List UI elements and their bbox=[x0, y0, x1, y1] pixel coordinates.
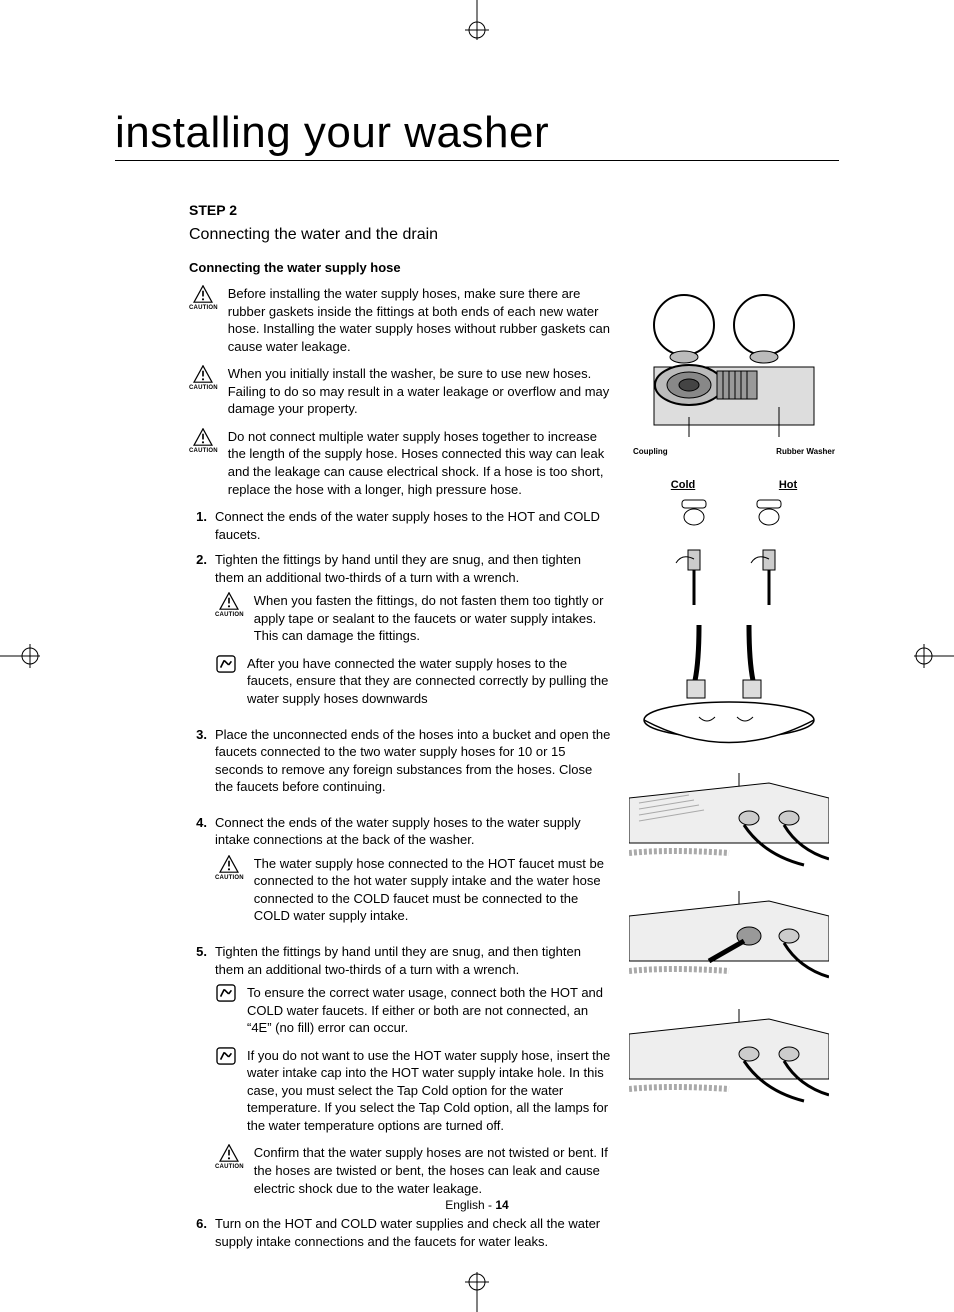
page-frame: installing your washer STEP 2 Connecting… bbox=[60, 60, 894, 1252]
caution-text: Before installing the water supply hoses… bbox=[228, 285, 611, 355]
note-icon bbox=[215, 1047, 237, 1065]
caution-text: Do not connect multiple water supply hos… bbox=[228, 428, 611, 498]
list-number: 2. bbox=[189, 551, 207, 569]
footer-page-number: 14 bbox=[495, 1198, 508, 1212]
crop-mark-left bbox=[0, 636, 40, 676]
hot-label: Hot bbox=[779, 478, 797, 493]
caution-block: CAUTION When you fasten the fittings, do… bbox=[215, 592, 611, 645]
list-item: 2. Tighten the fittings by hand until th… bbox=[189, 551, 611, 717]
list-item: 1. Connect the ends of the water supply … bbox=[189, 508, 611, 543]
list-number: 6. bbox=[189, 1215, 207, 1233]
step-label: STEP 2 bbox=[189, 201, 839, 220]
page-title: installing your washer bbox=[115, 108, 839, 161]
section-head: Connecting the water supply hose bbox=[189, 259, 839, 277]
caution-icon: CAUTION bbox=[189, 285, 218, 312]
caution-label: CAUTION bbox=[189, 384, 218, 392]
note-text: To ensure the correct water usage, conne… bbox=[247, 984, 611, 1037]
crop-mark-top bbox=[457, 0, 497, 40]
figure-back-panel-2 bbox=[629, 891, 839, 991]
note-block: After you have connected the water suppl… bbox=[215, 655, 611, 708]
note-icon bbox=[215, 655, 237, 673]
caution-icon: CAUTION bbox=[215, 1144, 244, 1171]
fig1-label-right: Rubber Washer bbox=[776, 447, 835, 458]
right-column: Coupling Rubber Washer Cold Hot bbox=[629, 285, 839, 1258]
note-text: After you have connected the water suppl… bbox=[247, 655, 611, 708]
caution-icon: CAUTION bbox=[189, 365, 218, 392]
list-text: Tighten the fittings by hand until they … bbox=[215, 943, 611, 978]
note-block: To ensure the correct water usage, conne… bbox=[215, 984, 611, 1037]
caution-text: Confirm that the water supply hoses are … bbox=[254, 1144, 611, 1197]
list-number: 1. bbox=[189, 508, 207, 526]
page-content: installing your washer STEP 2 Connecting… bbox=[115, 108, 839, 1258]
crop-mark-right bbox=[914, 636, 954, 676]
cold-label: Cold bbox=[671, 478, 695, 493]
list-text: Place the unconnected ends of the hoses … bbox=[215, 726, 611, 796]
caution-block: CAUTION When you initially install the w… bbox=[189, 365, 611, 418]
list-text: Connect the ends of the water supply hos… bbox=[215, 814, 611, 849]
caution-block: CAUTION The water supply hose connected … bbox=[215, 855, 611, 925]
list-number: 5. bbox=[189, 943, 207, 961]
ordered-list: 1. Connect the ends of the water supply … bbox=[189, 508, 611, 1250]
caution-block: CAUTION Confirm that the water supply ho… bbox=[215, 1144, 611, 1197]
caution-text: The water supply hose connected to the H… bbox=[254, 855, 611, 925]
figure-bucket bbox=[629, 625, 839, 755]
caution-icon: CAUTION bbox=[215, 855, 244, 882]
fig1-label-left: Coupling bbox=[633, 447, 668, 458]
caution-label: CAUTION bbox=[215, 611, 244, 619]
list-number: 3. bbox=[189, 726, 207, 744]
list-number: 4. bbox=[189, 814, 207, 832]
body: STEP 2 Connecting the water and the drai… bbox=[115, 201, 839, 1258]
list-item: 5. Tighten the fittings by hand until th… bbox=[189, 943, 611, 1207]
caution-label: CAUTION bbox=[189, 447, 218, 455]
caution-text: When you initially install the washer, b… bbox=[228, 365, 611, 418]
note-block: If you do not want to use the HOT water … bbox=[215, 1047, 611, 1135]
list-text: Connect the ends of the water supply hos… bbox=[215, 508, 611, 543]
figure-back-panel-1 bbox=[629, 773, 839, 873]
note-icon bbox=[215, 984, 237, 1002]
caution-label: CAUTION bbox=[189, 304, 218, 312]
caution-block: CAUTION Do not connect multiple water su… bbox=[189, 428, 611, 498]
list-text: Tighten the fittings by hand until they … bbox=[215, 551, 611, 586]
list-text: Turn on the HOT and COLD water supplies … bbox=[215, 1215, 611, 1250]
caution-icon: CAUTION bbox=[215, 592, 244, 619]
list-item: 3. Place the unconnected ends of the hos… bbox=[189, 726, 611, 796]
caution-label: CAUTION bbox=[215, 874, 244, 882]
page-footer: English - 14 bbox=[60, 1198, 894, 1212]
left-column: CAUTION Before installing the water supp… bbox=[189, 285, 611, 1258]
figure-cold-hot: Cold Hot bbox=[629, 478, 839, 605]
note-text: If you do not want to use the HOT water … bbox=[247, 1047, 611, 1135]
figure-coupling: Coupling Rubber Washer bbox=[629, 285, 839, 458]
footer-lang: English - bbox=[445, 1198, 495, 1212]
caution-text: When you fasten the fittings, do not fas… bbox=[254, 592, 611, 645]
caution-icon: CAUTION bbox=[189, 428, 218, 455]
crop-mark-bottom bbox=[457, 1272, 497, 1312]
caution-label: CAUTION bbox=[215, 1163, 244, 1171]
figure-back-panel-3 bbox=[629, 1009, 839, 1109]
list-item: 6. Turn on the HOT and COLD water suppli… bbox=[189, 1215, 611, 1250]
step-subtitle: Connecting the water and the drain bbox=[189, 224, 839, 246]
list-item: 4. Connect the ends of the water supply … bbox=[189, 814, 611, 935]
caution-block: CAUTION Before installing the water supp… bbox=[189, 285, 611, 355]
